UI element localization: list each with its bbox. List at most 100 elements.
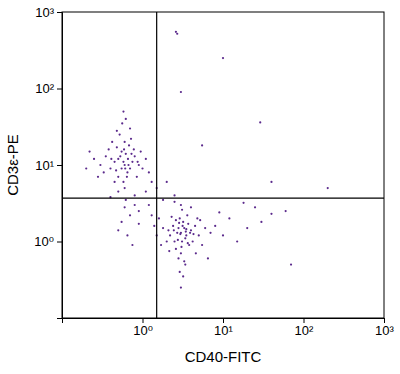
point <box>160 244 162 246</box>
tick-label: 10¹ <box>214 323 233 338</box>
point <box>185 234 187 236</box>
point <box>178 222 180 224</box>
tick-label: 10⁰ <box>34 234 54 249</box>
point <box>182 225 184 227</box>
point <box>124 167 126 169</box>
point <box>180 286 182 288</box>
tick-label: 10² <box>295 323 314 338</box>
point <box>123 148 125 150</box>
point <box>126 171 128 173</box>
point <box>162 199 164 201</box>
tick: 10² <box>295 318 314 338</box>
point <box>175 219 177 221</box>
plot-frame <box>62 12 384 318</box>
point <box>116 146 118 148</box>
point <box>148 204 150 206</box>
tick-mark <box>57 165 62 166</box>
point <box>270 213 272 215</box>
tick-mark <box>57 242 62 243</box>
point <box>188 244 190 246</box>
point <box>201 144 203 146</box>
chart: 10⁰10¹10²10³10⁰10¹10²10³CD40-FITCCD3ε-PE <box>0 0 400 374</box>
point <box>192 233 194 235</box>
point <box>122 181 124 183</box>
point <box>177 227 179 229</box>
point <box>175 31 177 33</box>
point <box>180 246 182 248</box>
point <box>129 127 131 129</box>
point <box>177 239 179 241</box>
point <box>236 240 238 242</box>
point <box>93 158 95 160</box>
quadrant-lines <box>62 12 384 318</box>
tick-mark <box>57 89 62 90</box>
tick-label: 10³ <box>375 323 394 338</box>
point <box>134 194 136 196</box>
axis-line <box>57 13 63 319</box>
point <box>125 153 127 155</box>
point <box>145 190 147 192</box>
point <box>198 234 200 236</box>
point <box>151 181 153 183</box>
point <box>122 161 124 163</box>
tick: 10⁰ <box>34 234 62 249</box>
point <box>179 217 181 219</box>
point <box>222 57 224 59</box>
tick-label: 10² <box>35 81 54 96</box>
point <box>131 244 133 246</box>
point <box>214 225 216 227</box>
point <box>134 155 136 157</box>
point <box>196 217 198 219</box>
point <box>179 271 181 273</box>
point <box>120 221 122 223</box>
quadrant-line <box>62 197 384 198</box>
point <box>124 164 126 166</box>
point <box>185 228 187 230</box>
point <box>103 171 105 173</box>
point <box>127 164 129 166</box>
point <box>116 130 118 132</box>
point <box>126 176 128 178</box>
point <box>166 181 168 183</box>
point <box>194 225 196 227</box>
point <box>192 240 194 242</box>
y-axis: 10⁰ 10¹ 10² 10³ <box>34 5 62 319</box>
tick: 10³ <box>375 318 394 338</box>
tick-label: 10¹ <box>35 158 54 173</box>
point <box>209 232 211 234</box>
point <box>97 176 99 178</box>
point <box>184 263 186 265</box>
point <box>129 214 131 216</box>
point <box>183 260 185 262</box>
point <box>124 206 126 208</box>
tick: 10³ <box>35 5 62 20</box>
point <box>119 133 121 135</box>
point <box>88 150 90 152</box>
point <box>218 211 220 213</box>
point <box>130 138 132 140</box>
point <box>127 158 129 160</box>
point <box>327 187 329 189</box>
point <box>166 240 168 242</box>
point <box>124 141 126 143</box>
tick: 10¹ <box>214 318 233 338</box>
point <box>270 181 272 183</box>
point <box>180 204 182 206</box>
point <box>128 144 130 146</box>
point <box>115 169 117 171</box>
point <box>246 227 248 229</box>
tick-mark <box>57 12 62 13</box>
point <box>176 232 178 234</box>
point <box>290 263 292 265</box>
point <box>254 206 256 208</box>
point <box>122 110 124 112</box>
point <box>201 244 203 246</box>
point <box>180 252 182 254</box>
points <box>85 31 329 289</box>
point <box>133 148 135 150</box>
point <box>175 248 177 250</box>
plot: 10⁰ 10¹ 10² 10³ 10⁰ 10¹ 10² 10³ <box>34 5 394 339</box>
point <box>173 229 175 231</box>
tick: 10⁰ <box>133 318 153 338</box>
point <box>117 176 119 178</box>
